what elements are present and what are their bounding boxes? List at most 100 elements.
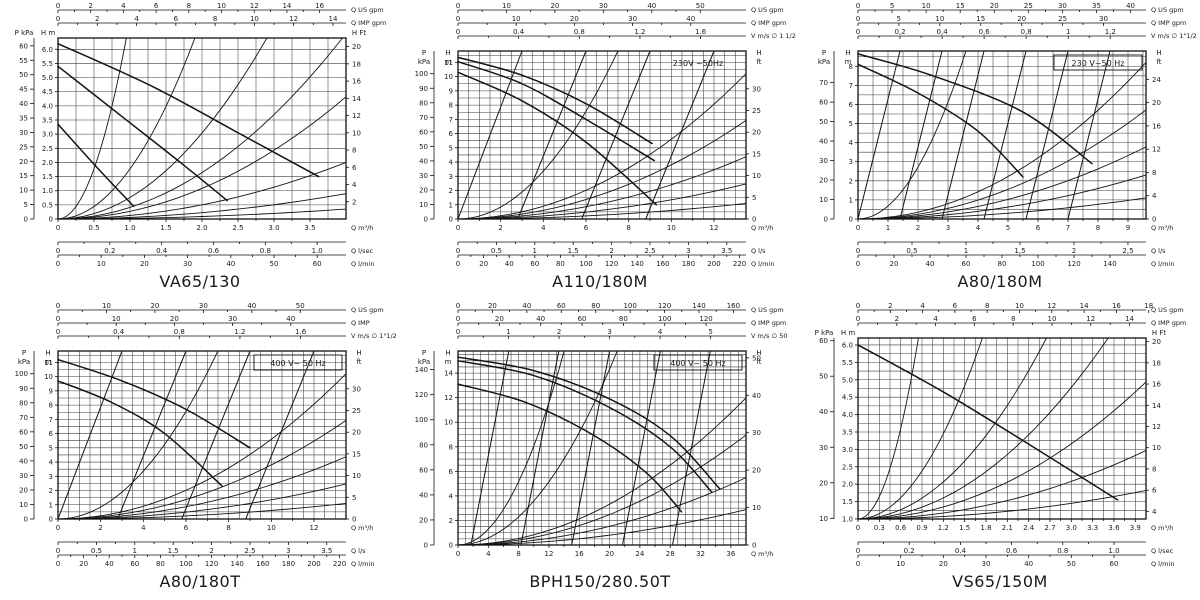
svg-text:ft: ft [756, 358, 761, 366]
svg-text:180: 180 [282, 560, 295, 568]
svg-text:90: 90 [419, 85, 428, 93]
svg-text:25: 25 [1024, 2, 1033, 10]
svg-text:0: 0 [456, 2, 460, 10]
svg-text:1.5: 1.5 [42, 173, 53, 181]
svg-text:Q US gpm: Q US gpm [751, 6, 784, 14]
svg-text:8: 8 [449, 443, 453, 451]
svg-text:60: 60 [819, 337, 828, 345]
chart-va65-130: 0 2 4 6 8 10 12 14 16 Q US gpm 0 2 4 6 8 10 12 14 Q IMP gp… [0, 0, 400, 300]
svg-text:3.6: 3.6 [1108, 524, 1120, 532]
svg-text:0: 0 [856, 524, 860, 532]
svg-text:14: 14 [1125, 315, 1134, 323]
svg-text:3.0: 3.0 [1066, 524, 1077, 532]
svg-text:0: 0 [49, 216, 53, 224]
chart-title: BPH150/280.50T [529, 572, 671, 591]
svg-text:5: 5 [352, 494, 356, 502]
svg-text:16: 16 [352, 78, 361, 86]
svg-text:0.8: 0.8 [260, 247, 271, 255]
svg-text:0.5: 0.5 [91, 547, 102, 555]
svg-text:14: 14 [282, 2, 291, 10]
svg-text:60: 60 [313, 260, 322, 268]
svg-text:2.0: 2.0 [196, 224, 207, 232]
svg-text:20: 20 [150, 302, 159, 310]
svg-text:3: 3 [849, 158, 853, 166]
svg-text:30: 30 [599, 2, 608, 10]
svg-text:Q l/sec: Q l/sec [351, 247, 374, 255]
svg-text:35: 35 [19, 115, 28, 123]
svg-text:50: 50 [819, 373, 828, 381]
svg-text:16: 16 [1112, 302, 1121, 310]
svg-text:0.6: 0.6 [895, 524, 907, 532]
svg-text:V m/s ∅ 50: V m/s ∅ 50 [751, 332, 788, 340]
svg-text:18: 18 [1144, 302, 1153, 310]
svg-text:20: 20 [419, 516, 428, 524]
svg-text:2.5: 2.5 [644, 247, 655, 255]
svg-text:10: 10 [819, 515, 828, 523]
svg-text:6: 6 [1036, 224, 1041, 232]
svg-text:40: 40 [522, 302, 531, 310]
svg-text:4: 4 [933, 315, 938, 323]
svg-text:16: 16 [575, 550, 584, 558]
svg-text:10: 10 [1015, 302, 1024, 310]
svg-text:20: 20 [479, 260, 488, 268]
svg-text:2: 2 [352, 198, 356, 206]
svg-text:1,5: 1,5 [1014, 247, 1025, 255]
svg-text:30: 30 [352, 385, 361, 393]
svg-text:8: 8 [1152, 169, 1156, 177]
svg-text:0.6: 0.6 [208, 247, 220, 255]
svg-text:0.6: 0.6 [1006, 547, 1018, 555]
svg-text:2: 2 [449, 187, 453, 195]
svg-text:60: 60 [962, 260, 971, 268]
svg-text:kPa: kPa [818, 58, 830, 66]
svg-text:30: 30 [19, 472, 28, 480]
svg-text:40: 40 [647, 2, 656, 10]
svg-text:10: 10 [512, 15, 521, 23]
svg-text:60: 60 [419, 466, 428, 474]
svg-text:30: 30 [1099, 15, 1108, 23]
svg-text:3.5: 3.5 [842, 428, 853, 436]
svg-text:7: 7 [1066, 224, 1070, 232]
svg-text:25: 25 [1058, 15, 1067, 23]
svg-text:0: 0 [456, 550, 460, 558]
svg-text:1.2: 1.2 [234, 328, 245, 336]
svg-text:30: 30 [19, 129, 28, 137]
svg-text:0: 0 [856, 302, 860, 310]
svg-text:2: 2 [95, 15, 99, 23]
svg-text:5: 5 [897, 15, 901, 23]
svg-text:10: 10 [752, 172, 761, 180]
svg-text:4: 4 [541, 224, 546, 232]
svg-text:4.0: 4.0 [842, 411, 853, 419]
chart-title: A80/180T [159, 572, 241, 591]
svg-text:ft: ft [1156, 58, 1161, 66]
svg-text:8: 8 [1011, 315, 1015, 323]
svg-text:1.6: 1.6 [295, 328, 307, 336]
svg-text:0,4: 0,4 [937, 28, 949, 36]
svg-text:20: 20 [819, 479, 828, 487]
svg-text:5: 5 [708, 328, 712, 336]
svg-text:0: 0 [856, 247, 860, 255]
svg-text:0: 0 [56, 224, 60, 232]
svg-text:10: 10 [217, 2, 226, 10]
svg-text:0.4: 0.4 [113, 328, 125, 336]
svg-text:P: P [422, 49, 426, 57]
svg-text:1.0: 1.0 [312, 247, 323, 255]
svg-text:120: 120 [658, 302, 671, 310]
svg-text:6: 6 [972, 315, 977, 323]
svg-text:Q l/min: Q l/min [1151, 260, 1174, 268]
svg-text:8: 8 [352, 147, 356, 155]
svg-text:4: 4 [486, 550, 491, 558]
svg-text:0: 0 [856, 224, 860, 232]
svg-text:4: 4 [449, 492, 454, 500]
svg-text:30: 30 [199, 302, 208, 310]
svg-text:10: 10 [44, 373, 53, 381]
svg-text:5: 5 [1006, 224, 1010, 232]
svg-text:0.8: 0.8 [574, 28, 585, 36]
svg-text:28: 28 [666, 550, 675, 558]
svg-text:160: 160 [256, 560, 269, 568]
svg-text:15: 15 [752, 150, 761, 158]
svg-text:2: 2 [88, 2, 92, 10]
svg-text:1.0: 1.0 [42, 187, 53, 195]
